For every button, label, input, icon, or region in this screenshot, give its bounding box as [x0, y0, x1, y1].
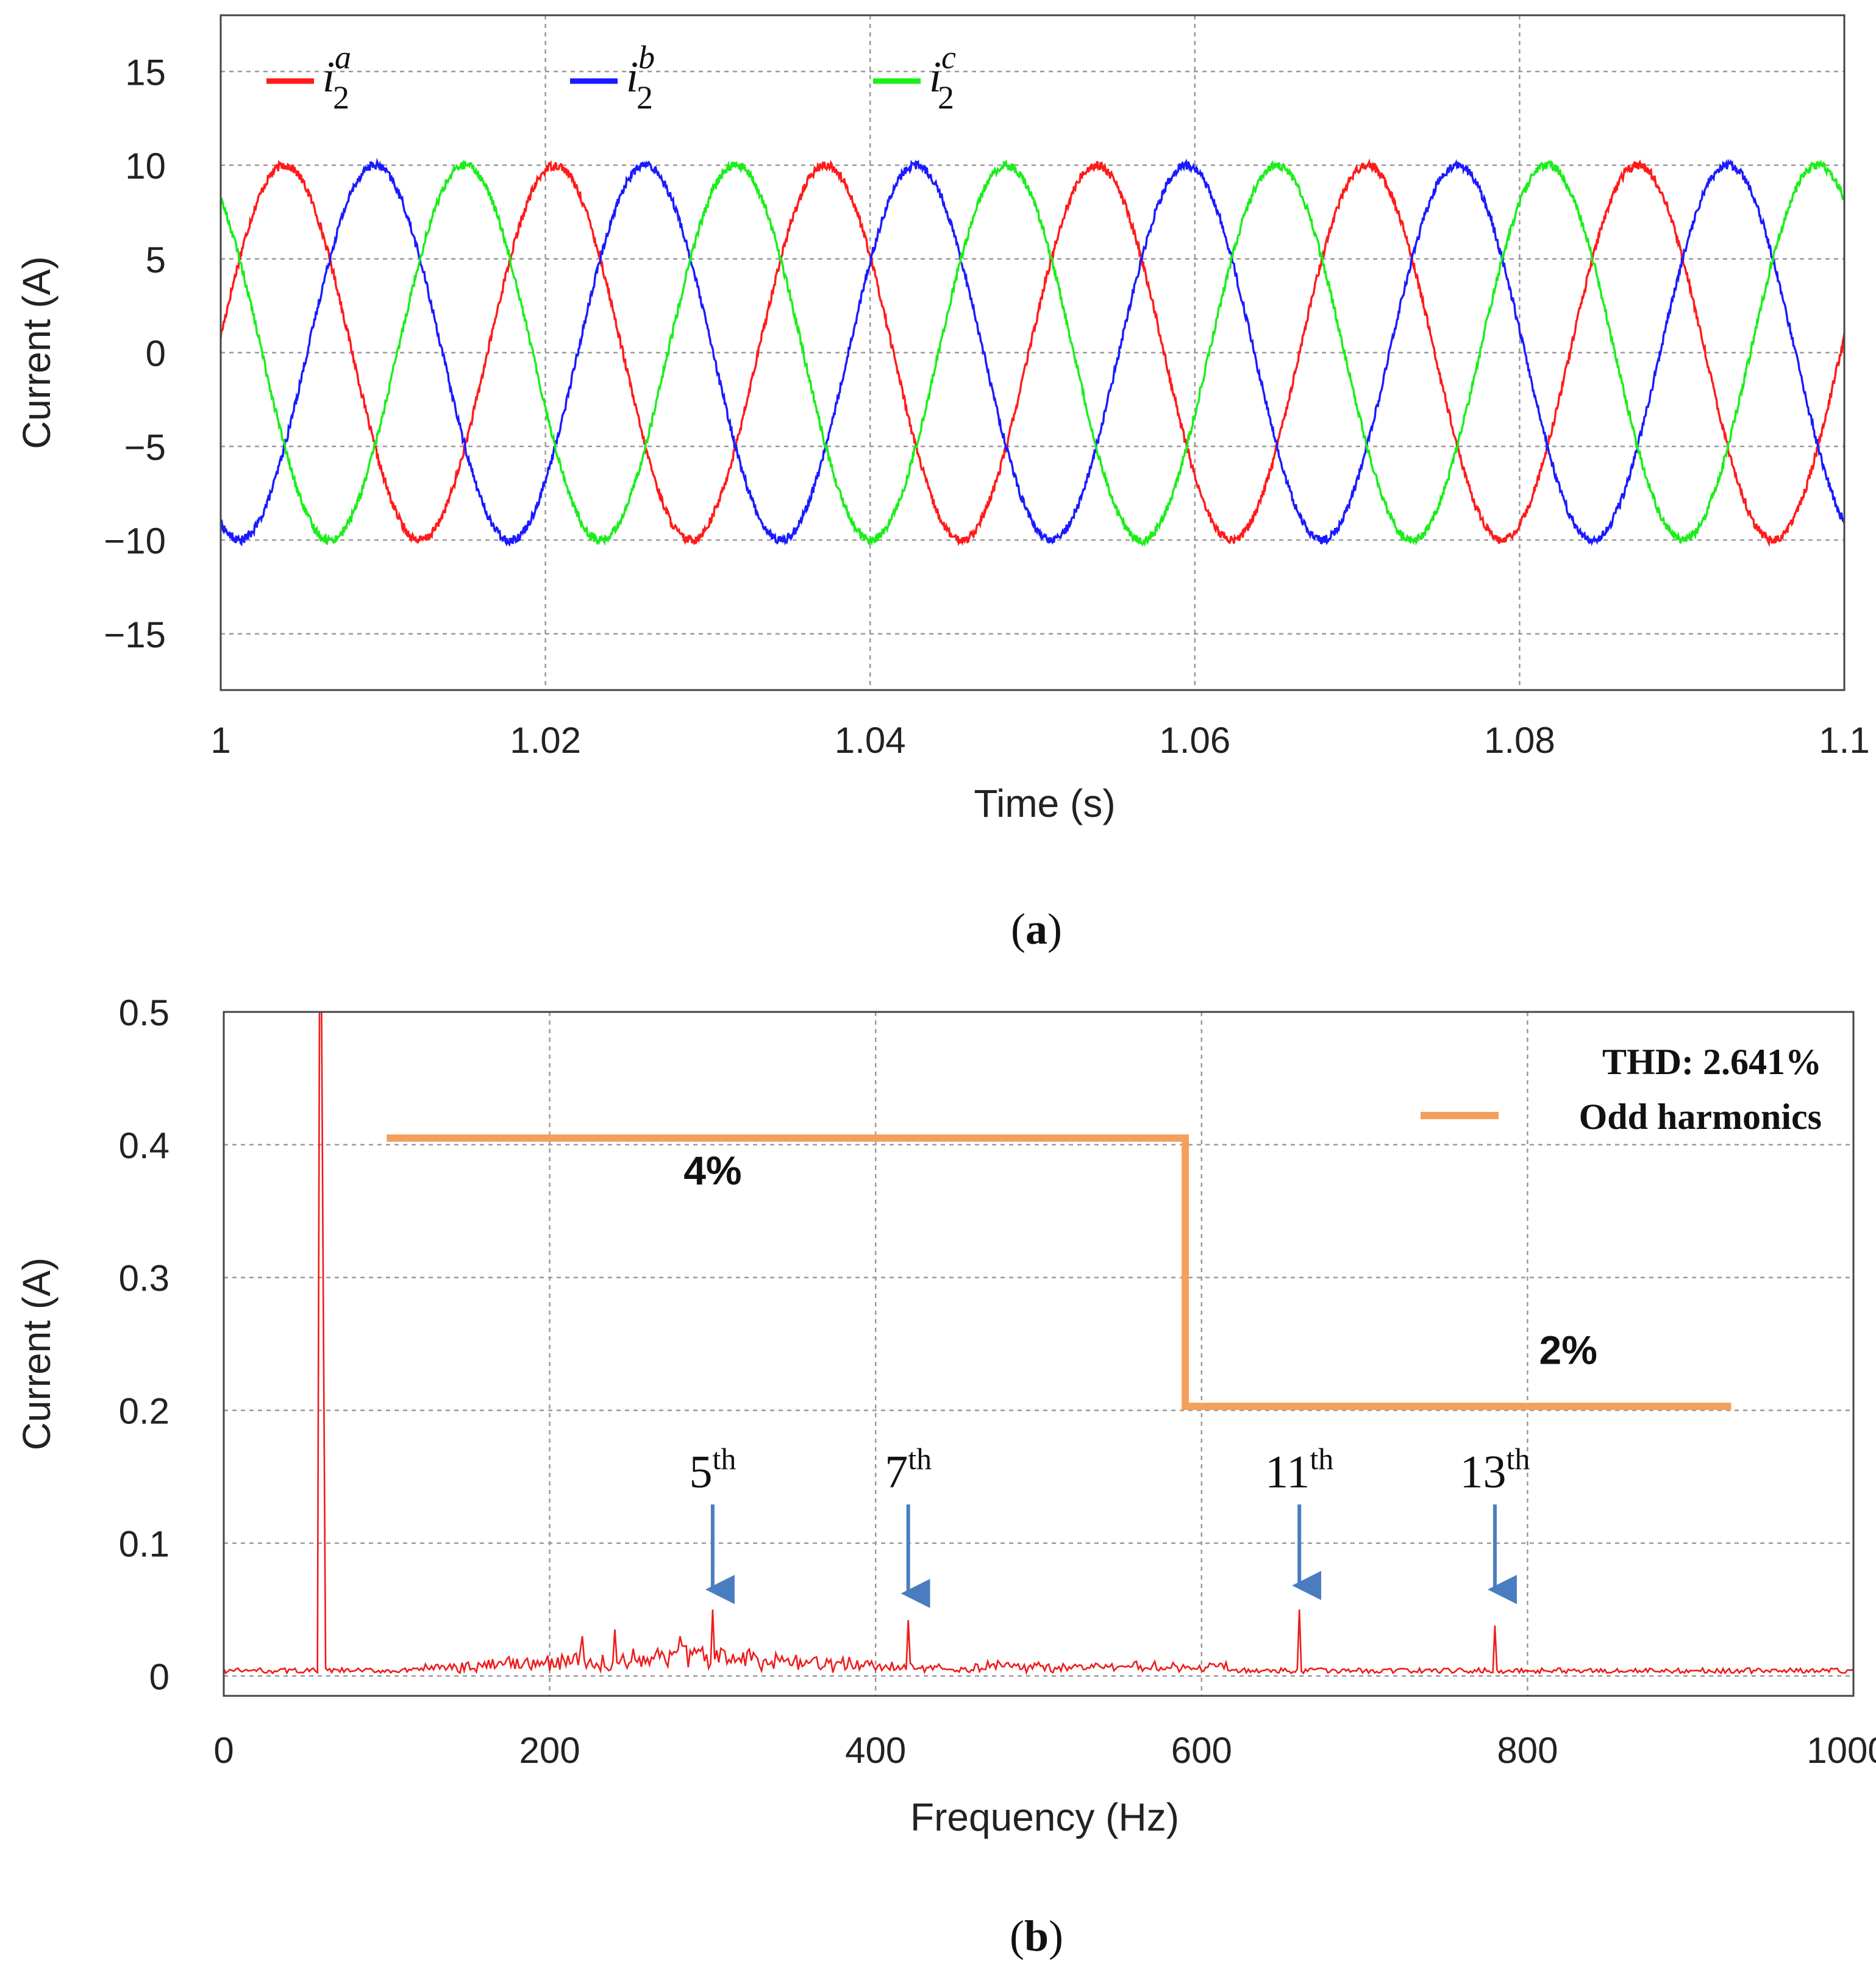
panel-b-y-tick-label: 0: [149, 1656, 169, 1697]
panel-b-y-ticks: 0.5 0.4 0.3 0.2 0.1 0: [119, 992, 169, 1697]
panel-a-x-tick-label: 1.1: [1819, 720, 1869, 761]
panel-b-y-tick-label: 0.4: [119, 1125, 169, 1166]
panel-a-frame: [219, 14, 1846, 691]
panel-b-y-tick-label: 0.5: [119, 992, 169, 1033]
panel-a-time-plot: 15 10 5 0 −5 −10 −15 1 1.02 1.04 1.06 1.08 1.1 Curr…: [15, 14, 1870, 953]
panel-b-y-tick-label: 0.2: [119, 1391, 169, 1432]
panel-a-legend-label-i2a: ia 2: [323, 39, 351, 116]
panel-b-annotations: 4% 2%: [683, 1148, 1597, 1372]
panel-b-harmonic-markers: 5th 7th 11th 13th: [689, 1442, 1530, 1609]
panel-b-x-tick-label: 800: [1497, 1730, 1558, 1771]
panel-b-harmonic-label: 11th: [1265, 1442, 1333, 1498]
panel-b-harmonic-label: 5th: [689, 1442, 736, 1498]
panel-b-legend-label: Odd harmonics: [1579, 1097, 1822, 1137]
panel-a-x-ticks: 1 1.02 1.04 1.06 1.08 1.1: [210, 720, 1869, 761]
panel-a-y-tick-label: 10: [125, 146, 166, 187]
panel-b-harmonic-label: 13th: [1460, 1442, 1530, 1498]
panel-b-thd-label: THD: 2.641%: [1602, 1042, 1822, 1082]
panel-b-x-tick-label: 1000: [1806, 1730, 1876, 1771]
panel-b-spectrum: [223, 1011, 1854, 1676]
panel-a-legend: ia 2 ib 2 ic 2: [266, 39, 956, 116]
panel-b-y-tick-label: 0.1: [119, 1523, 169, 1564]
panel-a-x-tick-label: 1.04: [835, 720, 906, 761]
panel-b-limit-line: [387, 1134, 1732, 1411]
panel-a-series-i2c: [219, 159, 1846, 547]
panel-a-legend-label-i2b: ib 2: [626, 39, 655, 116]
panel-b-y-tick-label: 0.3: [119, 1258, 169, 1299]
panel-b-grid: [224, 1012, 1853, 1696]
panel-b-limit-annotation: 2%: [1539, 1327, 1597, 1372]
panel-b-legend: Odd harmonics: [1421, 1097, 1822, 1137]
panel-a-curves: [219, 157, 1846, 547]
panel-a-series-i2a: [219, 158, 1846, 547]
panel-b-x-ticks: 0 200 400 600 800 1000: [213, 1730, 1876, 1771]
panel-a-caption: (a): [1011, 905, 1062, 953]
panel-b-harmonic-label: 7th: [885, 1442, 932, 1498]
panel-b-x-axis-label: Frequency (Hz): [910, 1795, 1179, 1839]
panel-b-frame: [223, 1011, 1855, 1697]
panel-a-x-tick-label: 1.06: [1159, 720, 1230, 761]
panel-a-y-tick-label: −5: [124, 427, 166, 468]
panel-b-caption: (b): [1010, 1912, 1063, 1960]
panel-b-x-tick-label: 0: [213, 1730, 234, 1771]
panel-b-x-tick-label: 200: [519, 1730, 580, 1771]
panel-a-y-ticks: 15 10 5 0 −5 −10 −15: [104, 52, 166, 655]
panel-b-y-axis-label: Current (A): [15, 1258, 59, 1451]
panel-a-x-axis-label: Time (s): [974, 781, 1115, 825]
panel-a-y-tick-label: 5: [146, 240, 166, 280]
panel-b-caption-letter: b: [1024, 1912, 1049, 1960]
panel-a-series-i2b: [219, 157, 1846, 547]
panel-b-odd-harmonics-limit: [387, 1134, 1732, 1411]
panel-b-spectrum-line: [223, 1011, 1854, 1676]
panel-a-x-tick-label: 1.08: [1484, 720, 1555, 761]
panel-a-y-tick-label: 0: [146, 333, 166, 374]
panel-a-y-axis-label: Current (A): [15, 256, 59, 449]
panel-a-y-tick-label: 15: [125, 52, 166, 93]
panel-b-spectrum-plot: 0.5 0.4 0.3 0.2 0.1 0 0 200 400 600 800 1000 Curre…: [15, 992, 1876, 1960]
panel-a-legend-label-i2c: ic 2: [929, 39, 956, 116]
panel-a-grid: [221, 15, 1844, 690]
panel-a-caption-letter: a: [1025, 905, 1047, 953]
panel-a-x-tick-label: 1.02: [510, 720, 581, 761]
panel-a-y-tick-label: −10: [104, 521, 166, 561]
panel-a-y-tick-label: −15: [104, 614, 166, 655]
panel-a-x-tick-label: 1: [210, 720, 230, 761]
panel-b-limit-annotation: 4%: [683, 1148, 741, 1193]
panel-b-x-tick-label: 400: [845, 1730, 906, 1771]
panel-b-x-tick-label: 600: [1171, 1730, 1232, 1771]
